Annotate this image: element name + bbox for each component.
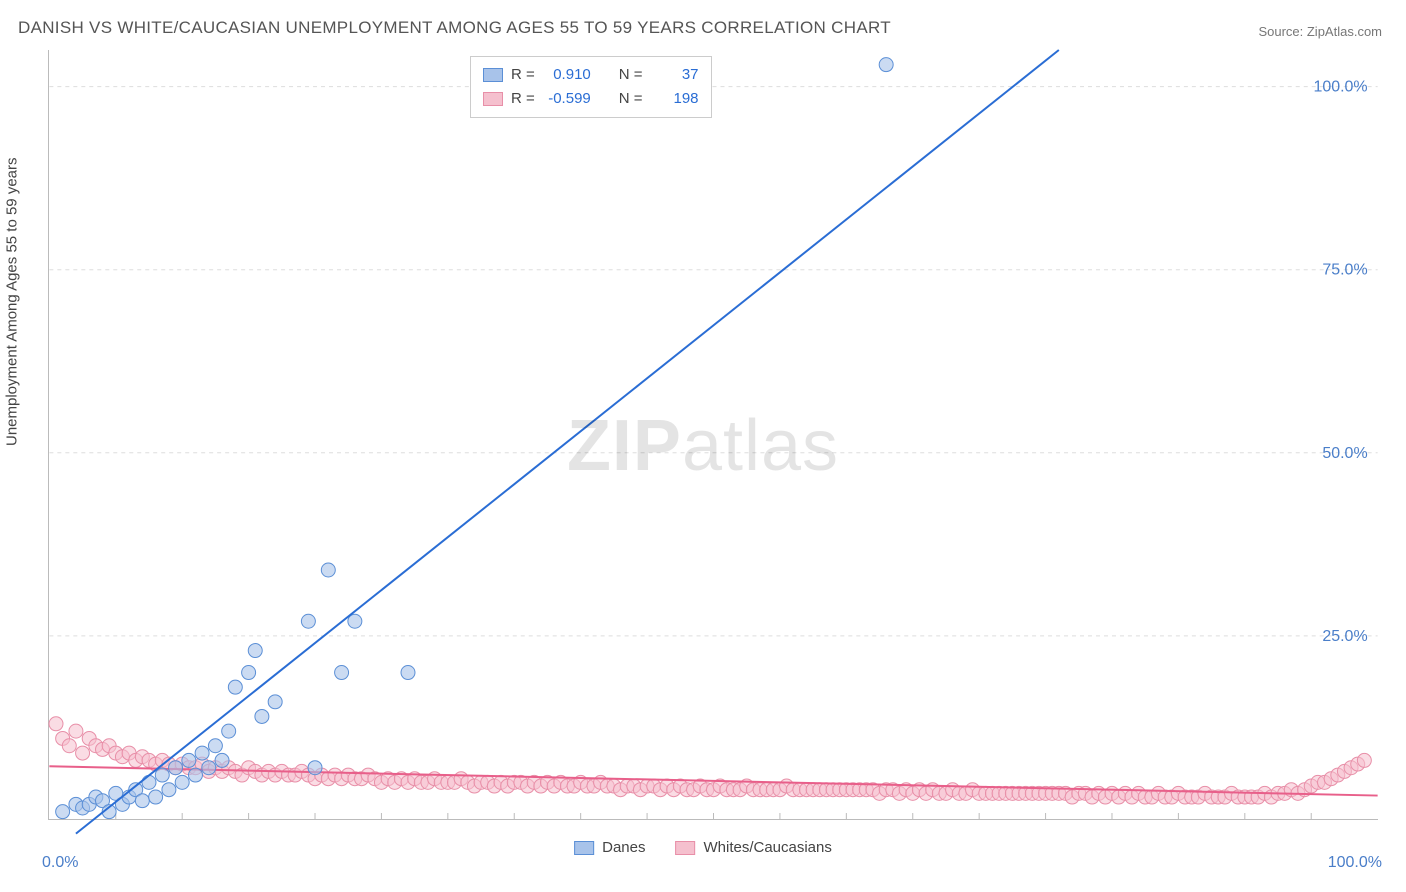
r-label: R = [511,63,535,87]
swatch-danes [483,68,503,82]
r-label: R = [511,87,535,111]
n-value-whites: 198 [651,87,699,111]
stats-row-danes: R = 0.910 N = 37 [483,63,699,87]
chart-svg: 25.0% 50.0% 75.0% 100.0% [49,50,1378,819]
svg-text:50.0%: 50.0% [1322,445,1367,462]
chart-title: DANISH VS WHITE/CAUCASIAN UNEMPLOYMENT A… [18,18,891,38]
swatch-danes [574,841,594,855]
stats-legend: R = 0.910 N = 37 R = -0.599 N = 198 [470,56,712,118]
swatch-whites [675,841,695,855]
svg-text:100.0%: 100.0% [1313,79,1367,96]
n-label: N = [619,87,643,111]
y-axis-label: Unemployment Among Ages 55 to 59 years [4,157,21,446]
n-value-danes: 37 [651,63,699,87]
swatch-whites [483,92,503,106]
bottom-legend: Danes Whites/Caucasians [574,839,832,856]
legend-item-danes: Danes [574,839,645,856]
x-min-label: 0.0% [42,854,78,872]
stats-row-whites: R = -0.599 N = 198 [483,87,699,111]
n-label: N = [619,63,643,87]
plot-area: 25.0% 50.0% 75.0% 100.0% [48,50,1378,820]
r-value-whites: -0.599 [543,87,591,111]
svg-text:75.0%: 75.0% [1322,262,1367,279]
source-label: Source: ZipAtlas.com [1258,24,1382,39]
legend-item-whites: Whites/Caucasians [675,839,831,856]
legend-label-danes: Danes [602,839,645,856]
x-max-label: 100.0% [1328,854,1382,872]
legend-label-whites: Whites/Caucasians [703,839,831,856]
r-value-danes: 0.910 [543,63,591,87]
svg-text:25.0%: 25.0% [1322,628,1367,645]
